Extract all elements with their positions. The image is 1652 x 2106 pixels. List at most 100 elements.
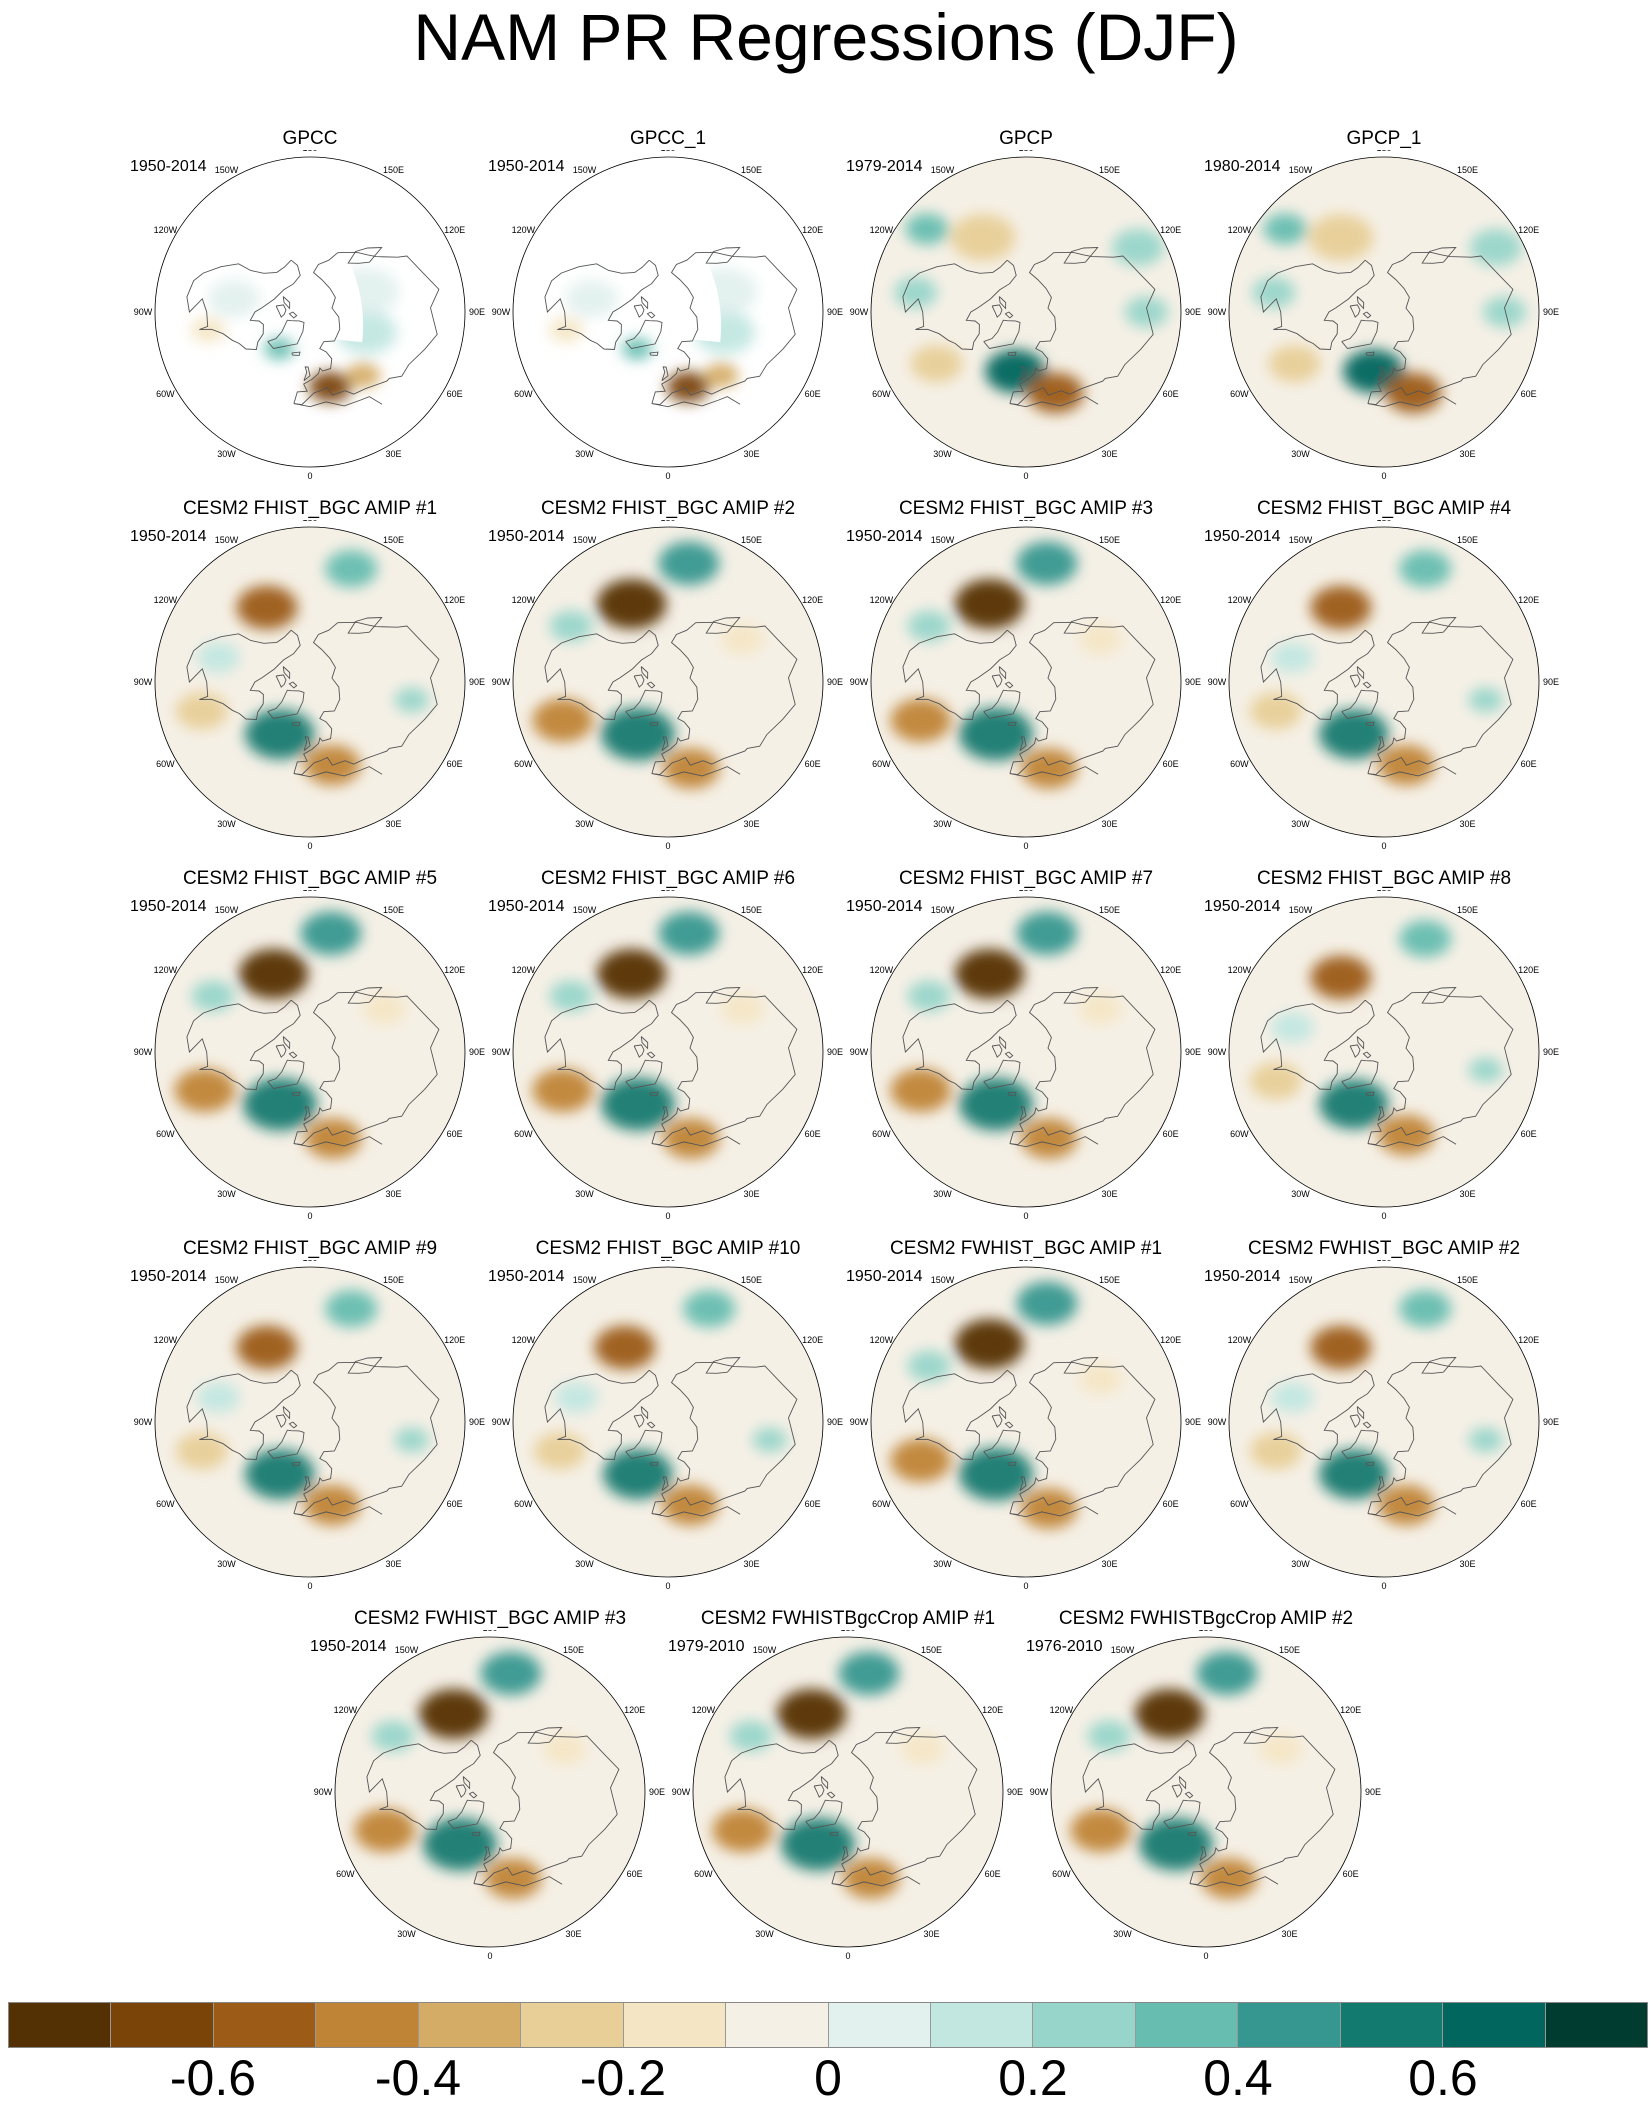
positive-anomaly: [191, 980, 235, 1012]
longitude-label: 180: [302, 1260, 317, 1263]
colorbar-segment: [1340, 2003, 1444, 2047]
coastline: [455, 1784, 467, 1798]
coastline: [1367, 1506, 1457, 1518]
coastline: [1009, 621, 1156, 776]
positive-anomaly: [300, 911, 362, 955]
longitude-label: 120W: [512, 965, 536, 975]
coastline: [282, 296, 291, 310]
map-panel: CESM2 FWHISTBgcCrop AMIP #1180 150E 120E 90…: [668, 1608, 1028, 1978]
coastline: [661, 736, 669, 751]
longitude-label: 30E: [1281, 1929, 1297, 1939]
positive-anomaly: [985, 349, 1046, 394]
coastline: [1367, 766, 1457, 778]
coastline: [293, 1136, 383, 1148]
longitude-label: 90W: [850, 307, 869, 317]
longitude-label: 90W: [134, 307, 153, 317]
longitude-label: 180: [1376, 150, 1391, 153]
positive-anomaly: [1319, 1449, 1389, 1500]
longitude-label: 120E: [1518, 1335, 1539, 1345]
coastline: [1341, 319, 1379, 349]
coastline: [186, 999, 301, 1090]
longitude-label: 150E: [1099, 1275, 1120, 1285]
coastline: [1189, 1731, 1336, 1886]
coastline: [1367, 396, 1457, 408]
longitude-label: 0: [1023, 471, 1028, 481]
coastline: [1365, 1461, 1375, 1466]
longitude-label: 150W: [931, 905, 955, 915]
negative-anomaly: [662, 1118, 720, 1159]
coastline: [1009, 1506, 1099, 1518]
longitude-label: 90W: [850, 1047, 869, 1057]
colorbar-tick: 0.6: [1408, 2050, 1478, 2106]
coastline: [991, 1044, 1003, 1058]
longitude-label: 30W: [217, 449, 236, 459]
longitude-label: 90W: [672, 1787, 691, 1797]
map-panel: CESM2 FHIST_BGC AMIP #6180 150E 120E 90E 60E…: [488, 868, 848, 1238]
positive-anomaly: [549, 610, 593, 642]
negative-anomaly: [954, 1319, 1025, 1369]
longitude-label: 90E: [827, 1047, 843, 1057]
positive-anomaly: [1468, 687, 1504, 713]
panel-title: CESM2 FHIST_BGC AMIP #6: [540, 868, 796, 889]
coastline: [347, 247, 383, 264]
coastline: [288, 1051, 298, 1059]
coastline: [1019, 1106, 1027, 1121]
longitude-label: 30W: [1113, 1929, 1132, 1939]
longitude-label: 30E: [385, 1559, 401, 1569]
coastline: [1199, 1846, 1207, 1861]
coastline: [651, 1506, 741, 1518]
longitude-label: 30W: [1291, 1559, 1310, 1569]
longitude-label: 150W: [931, 535, 955, 545]
longitude-label: 90E: [1543, 677, 1559, 687]
coastline: [1009, 396, 1099, 408]
longitude-label: 90W: [134, 677, 153, 687]
longitude-label: 30E: [1101, 449, 1117, 459]
polar-map: 180 150E 120E 90E 60E 30E 0 30W 60W 90W 120W 150W: [1208, 150, 1559, 481]
coastline: [649, 1091, 659, 1096]
negative-anomaly: [1249, 692, 1302, 730]
negative-anomaly: [1020, 1118, 1078, 1159]
coastline: [303, 1476, 311, 1491]
longitude-label: 120E: [1160, 1335, 1181, 1345]
coastline: [1019, 736, 1027, 751]
coastline: [998, 1406, 1007, 1420]
longitude-label: 60W: [1052, 1869, 1071, 1879]
positive-anomaly: [894, 277, 938, 309]
negative-anomaly: [1310, 1325, 1372, 1370]
longitude-label: 0: [845, 1951, 850, 1961]
negative-anomaly: [175, 692, 228, 730]
longitude-label: 90W: [1208, 677, 1227, 687]
positive-anomaly: [658, 911, 720, 955]
longitude-label: 90W: [850, 677, 869, 687]
positive-anomaly: [1469, 228, 1522, 267]
longitude-label: 120E: [444, 965, 465, 975]
positive-anomaly: [1399, 550, 1452, 588]
longitude-label: 30W: [1291, 819, 1310, 829]
longitude-label: 120W: [154, 965, 178, 975]
negative-anomaly: [484, 1858, 542, 1899]
longitude-label: 30W: [575, 1189, 594, 1199]
coastline: [1367, 1136, 1457, 1148]
precip-field: [1229, 527, 1539, 837]
coastline: [1189, 1876, 1279, 1888]
longitude-label: 60W: [514, 1499, 533, 1509]
coastline: [983, 1059, 1021, 1089]
positive-anomaly: [325, 550, 378, 588]
longitude-label: 150W: [931, 165, 955, 175]
longitude-label: 90E: [1185, 677, 1201, 687]
polar-map: 180 150E 120E 90E 60E 30E 0 30W 60W 90W 120W 150W: [492, 1260, 843, 1591]
coastline: [282, 1036, 291, 1050]
longitude-label: 150W: [215, 535, 239, 545]
longitude-label: 60E: [805, 1499, 821, 1509]
coastline: [293, 991, 440, 1146]
panel-period: 1950-2014: [1204, 898, 1281, 915]
panel-period: 1950-2014: [488, 1268, 565, 1285]
coastline: [902, 999, 1017, 1090]
coastline: [1377, 1106, 1385, 1121]
longitude-label: 120E: [1518, 965, 1539, 975]
longitude-label: 150E: [1457, 1275, 1478, 1285]
longitude-label: 150E: [921, 1645, 942, 1655]
coastline: [1421, 1357, 1457, 1374]
coastline: [267, 689, 305, 719]
longitude-label: 30E: [385, 1189, 401, 1199]
